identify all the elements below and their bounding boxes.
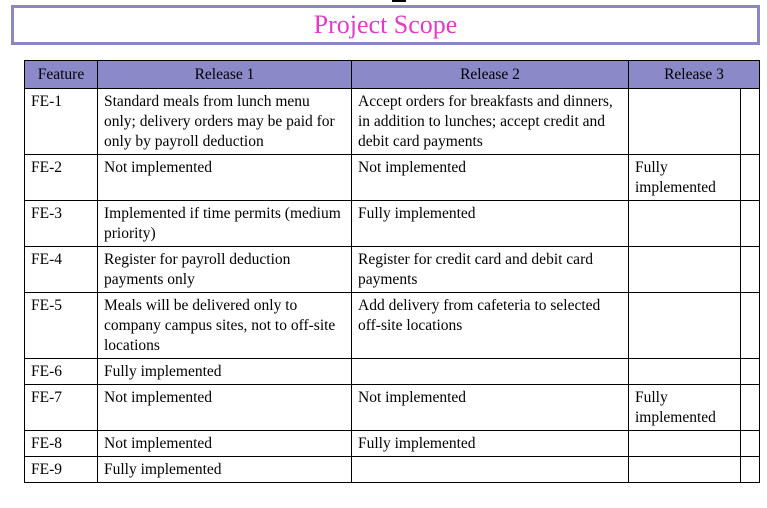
table-row: FE-7 Not implemented Not implemented Ful…	[24, 384, 761, 431]
extra-cell	[739, 430, 761, 457]
extra-cell	[739, 200, 761, 247]
feature-cell: FE-1	[24, 88, 98, 155]
table-row: FE-9 Fully implemented	[24, 456, 761, 483]
extra-cell	[739, 384, 761, 431]
release-3-cell	[628, 430, 741, 457]
header-release-3: Release 3	[627, 60, 761, 89]
release-2-cell	[351, 358, 629, 385]
release-2-cell: Fully implemented	[351, 430, 629, 457]
table-row: FE-1 Standard meals from lunch menu only…	[24, 88, 761, 155]
release-1-cell: Fully implemented	[97, 358, 352, 385]
top-edge-fragment	[392, 0, 406, 2]
feature-cell: FE-5	[24, 292, 98, 359]
feature-cell: FE-6	[24, 358, 98, 385]
release-2-cell: Fully implemented	[351, 200, 629, 247]
extra-cell	[739, 154, 761, 201]
release-1-cell: Meals will be delivered only to company …	[97, 292, 352, 359]
release-3-cell	[628, 88, 741, 155]
table-row: FE-5 Meals will be delivered only to com…	[24, 292, 761, 359]
feature-cell: FE-2	[24, 154, 98, 201]
release-2-cell: Not implemented	[351, 384, 629, 431]
header-row: Feature Release 1 Release 2 Release 3	[24, 60, 761, 89]
table-row: FE-3 Implemented if time permits (medium…	[24, 200, 761, 247]
extra-cell	[739, 88, 761, 155]
feature-cell: FE-7	[24, 384, 98, 431]
release-1-cell: Not implemented	[97, 384, 352, 431]
release-1-cell: Fully implemented	[97, 456, 352, 483]
header-release-2: Release 2	[351, 60, 629, 89]
extra-cell	[739, 292, 761, 359]
extra-cell	[739, 456, 761, 483]
release-1-cell: Not implemented	[97, 154, 352, 201]
release-3-cell: Fully implemented	[628, 384, 741, 431]
extra-cell	[739, 358, 761, 385]
header-feature: Feature	[24, 60, 98, 89]
release-1-cell: Standard meals from lunch menu only; del…	[97, 88, 352, 155]
table-row: FE-6 Fully implemented	[24, 358, 761, 385]
table-row: FE-4 Register for payroll deduction paym…	[24, 246, 761, 293]
release-2-cell: Add delivery from cafeteria to selected …	[351, 292, 629, 359]
release-1-cell: Not implemented	[97, 430, 352, 457]
table-row: FE-8 Not implemented Fully implemented	[24, 430, 761, 457]
release-2-cell: Register for credit card and debit card …	[351, 246, 629, 293]
header-release-1: Release 1	[97, 60, 352, 89]
release-2-cell	[351, 456, 629, 483]
release-3-cell	[628, 358, 741, 385]
release-3-cell	[628, 456, 741, 483]
project-scope-table: Feature Release 1 Release 2 Release 3 FE…	[24, 60, 761, 483]
feature-cell: FE-3	[24, 200, 98, 247]
release-2-cell: Accept orders for breakfasts and dinners…	[351, 88, 629, 155]
title-banner: Project Scope	[11, 5, 760, 45]
feature-cell: FE-9	[24, 456, 98, 483]
release-3-cell: Fully implemented	[628, 154, 741, 201]
release-3-cell	[628, 246, 741, 293]
table-row: FE-2 Not implemented Not implemented Ful…	[24, 154, 761, 201]
release-3-cell	[628, 200, 741, 247]
feature-cell: FE-8	[24, 430, 98, 457]
feature-cell: FE-4	[24, 246, 98, 293]
release-3-cell	[628, 292, 741, 359]
release-1-cell: Register for payroll deduction payments …	[97, 246, 352, 293]
page-title: Project Scope	[313, 10, 458, 39]
release-1-cell: Implemented if time permits (medium prio…	[97, 200, 352, 247]
release-2-cell: Not implemented	[351, 154, 629, 201]
extra-cell	[739, 246, 761, 293]
